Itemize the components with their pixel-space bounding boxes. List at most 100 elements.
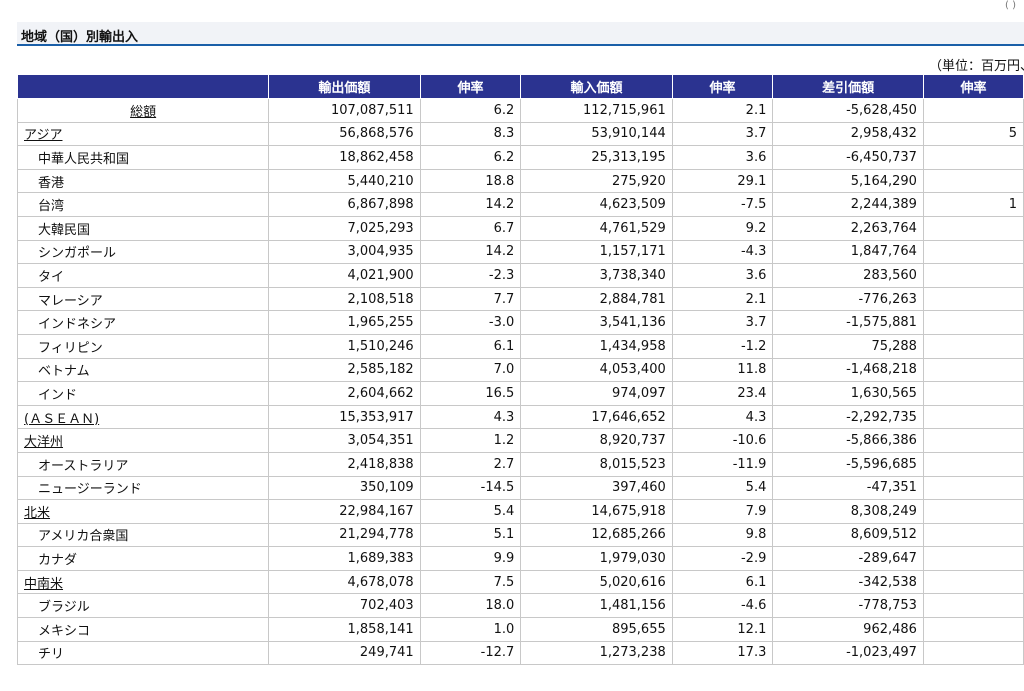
row-label-text[interactable]: 総額 xyxy=(130,104,157,120)
table-row: 中華人民共和国 18,862,458 6.2 25,313,195 3.6 -6,450,… xyxy=(16,145,1024,170)
cell-balance: -778,753 xyxy=(772,593,924,619)
row-label-text: マレーシア xyxy=(38,293,103,309)
cell-import: 1,481,156 xyxy=(520,593,673,619)
cell-import-rate: 4.3 xyxy=(671,404,774,430)
cell-export: 3,004,935 xyxy=(268,239,421,265)
cell-export-rate: 5.4 xyxy=(419,499,522,524)
cell-export-rate: 7.5 xyxy=(419,569,522,595)
cell-import: 8,920,737 xyxy=(520,428,673,453)
cell-import-rate: -4.6 xyxy=(671,593,774,619)
row-label-text[interactable]: 大洋州 xyxy=(24,435,64,451)
table-row: インドネシア 1,965,255 -3.0 3,541,136 3.7 -1,575,88… xyxy=(16,310,1024,335)
table-row: 北米 22,984,167 5.4 14,675,918 7.9 8,308,249 xyxy=(16,499,1024,524)
header-import-rate: 伸率 xyxy=(671,74,774,99)
cell-balance: 962,486 xyxy=(772,617,924,642)
cell-import: 1,273,238 xyxy=(520,640,673,666)
cell-export: 350,109 xyxy=(268,475,421,501)
cell-export: 1,858,141 xyxy=(268,617,421,642)
cell-export: 1,510,246 xyxy=(268,333,421,359)
row-label-text[interactable]: アジア xyxy=(24,128,63,144)
cell-balance-rate xyxy=(922,499,1024,524)
cell-balance-rate xyxy=(922,168,1024,194)
row-label-country: ブラジル xyxy=(16,593,270,619)
table-row: シンガポール 3,004,935 14.2 1,157,171 -4.3 1,847,76… xyxy=(16,239,1024,265)
cell-balance: 2,958,432 xyxy=(772,121,924,147)
cell-export: 4,021,900 xyxy=(268,263,421,288)
table-row: (ＡＳＥＡＮ) 15,353,917 4.3 17,646,652 4.3 -2,292,… xyxy=(16,404,1024,430)
row-label-text[interactable]: 中南米 xyxy=(24,576,64,592)
row-label-text[interactable]: 北米 xyxy=(24,505,51,521)
header-import-value: 輸入価額 xyxy=(520,74,673,99)
table-row: 総額 107,087,511 6.2 112,715,961 2.1 -5,628,450 xyxy=(16,98,1024,123)
cell-balance-rate: 1 xyxy=(922,192,1024,217)
cell-export-rate: -14.5 xyxy=(419,475,522,501)
row-label-region-link[interactable]: アジア xyxy=(16,121,270,147)
cell-export: 7,025,293 xyxy=(268,215,421,241)
cell-import: 25,313,195 xyxy=(520,145,673,170)
cell-balance-rate xyxy=(922,475,1024,501)
top-strip: ( ) xyxy=(0,0,1024,22)
row-label-region-link[interactable]: 大洋州 xyxy=(16,428,270,453)
row-label-region-link[interactable]: (ＡＳＥＡＮ) xyxy=(16,404,270,430)
cell-export-rate: -3.0 xyxy=(419,310,522,335)
cell-balance-rate xyxy=(922,263,1024,288)
cell-import: 2,884,781 xyxy=(520,286,673,312)
cell-balance-rate xyxy=(922,357,1024,383)
row-label-text: 香港 xyxy=(38,175,65,191)
cell-import-rate: -7.5 xyxy=(671,192,774,217)
cell-balance-rate xyxy=(922,145,1024,170)
row-label-country: アメリカ合衆国 xyxy=(16,522,270,548)
cell-export: 5,440,210 xyxy=(268,168,421,194)
cell-export-rate: 9.9 xyxy=(419,546,522,571)
cell-balance: 8,308,249 xyxy=(772,499,924,524)
row-label-country: 香港 xyxy=(16,168,270,194)
cell-export-rate: 1.2 xyxy=(419,428,522,453)
corner-mark: ( ) xyxy=(1005,0,1016,11)
table-row: メキシコ 1,858,141 1.0 895,655 12.1 962,486 xyxy=(16,617,1024,642)
cell-import: 1,979,030 xyxy=(520,546,673,571)
cell-balance: 2,244,389 xyxy=(772,192,924,217)
cell-export-rate: 6.2 xyxy=(419,98,522,123)
cell-export: 3,054,351 xyxy=(268,428,421,453)
cell-balance-rate xyxy=(922,617,1024,642)
cell-export-rate: 4.3 xyxy=(419,404,522,430)
cell-export-rate: 7.7 xyxy=(419,286,522,312)
cell-import-rate: 5.4 xyxy=(671,475,774,501)
trade-table: 輸出価額 伸率 輸入価額 伸率 差引価額 伸率 総額 107,087,511 6.2… xyxy=(16,74,1024,666)
table-row: マレーシア 2,108,518 7.7 2,884,781 2.1 -776,263 xyxy=(16,286,1024,312)
cell-balance-rate xyxy=(922,593,1024,619)
cell-export-rate: 14.2 xyxy=(419,192,522,217)
row-label-country: 台湾 xyxy=(16,192,270,217)
row-label-text: 大韓民国 xyxy=(38,222,91,238)
header-label xyxy=(16,74,270,99)
header-balance-rate: 伸率 xyxy=(922,74,1024,99)
table-body: 総額 107,087,511 6.2 112,715,961 2.1 -5,628,450… xyxy=(16,98,1024,666)
table-row: 中南米 4,678,078 7.5 5,020,616 6.1 -342,538 xyxy=(16,569,1024,595)
cell-balance-rate xyxy=(922,428,1024,453)
cell-import: 17,646,652 xyxy=(520,404,673,430)
page-title: 地域（国）別輸出入 xyxy=(21,30,139,45)
row-label-region-link[interactable]: 中南米 xyxy=(16,569,270,595)
row-label-text: シンガポール xyxy=(38,246,117,262)
cell-balance: 283,560 xyxy=(772,263,924,288)
cell-export: 21,294,778 xyxy=(268,522,421,548)
table-row: オーストラリア 2,418,838 2.7 8,015,523 -11.9 -5,596,… xyxy=(16,451,1024,477)
cell-balance-rate xyxy=(922,522,1024,548)
cell-import-rate: -10.6 xyxy=(671,428,774,453)
cell-import-rate: 2.1 xyxy=(671,286,774,312)
row-label-total[interactable]: 総額 xyxy=(16,98,270,123)
row-label-text[interactable]: (ＡＳＥＡＮ) xyxy=(24,411,100,427)
cell-export-rate: 5.1 xyxy=(419,522,522,548)
cell-balance-rate: 5 xyxy=(922,121,1024,147)
cell-export: 2,108,518 xyxy=(268,286,421,312)
cell-export-rate: 6.1 xyxy=(419,333,522,359)
row-label-country: 中華人民共和国 xyxy=(16,145,270,170)
cell-export-rate: 18.8 xyxy=(419,168,522,194)
cell-balance-rate xyxy=(922,569,1024,595)
cell-export: 1,689,383 xyxy=(268,546,421,571)
row-label-region-link[interactable]: 北米 xyxy=(16,499,270,524)
cell-balance-rate xyxy=(922,286,1024,312)
cell-balance: 8,609,512 xyxy=(772,522,924,548)
cell-import: 112,715,961 xyxy=(520,98,673,123)
cell-balance-rate xyxy=(922,310,1024,335)
